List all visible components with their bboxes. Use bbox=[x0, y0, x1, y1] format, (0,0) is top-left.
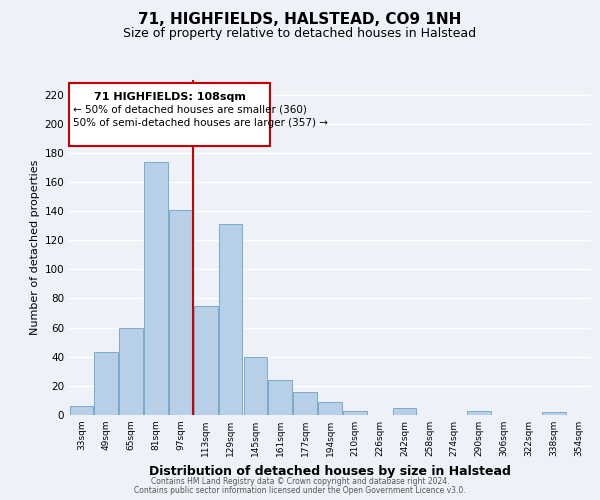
Y-axis label: Number of detached properties: Number of detached properties bbox=[30, 160, 40, 335]
Text: 71 HIGHFIELDS: 108sqm: 71 HIGHFIELDS: 108sqm bbox=[94, 92, 246, 102]
Bar bbox=[70, 406, 93, 415]
Text: Size of property relative to detached houses in Halstead: Size of property relative to detached ho… bbox=[124, 28, 476, 40]
FancyBboxPatch shape bbox=[70, 83, 271, 146]
Bar bbox=[318, 402, 342, 415]
Text: Contains HM Land Registry data © Crown copyright and database right 2024.: Contains HM Land Registry data © Crown c… bbox=[151, 477, 449, 486]
Text: Contains public sector information licensed under the Open Government Licence v3: Contains public sector information licen… bbox=[134, 486, 466, 495]
Text: 50% of semi-detached houses are larger (357) →: 50% of semi-detached houses are larger (… bbox=[73, 118, 328, 128]
Bar bbox=[169, 210, 193, 415]
Text: 71, HIGHFIELDS, HALSTEAD, CO9 1NH: 71, HIGHFIELDS, HALSTEAD, CO9 1NH bbox=[139, 12, 461, 28]
Bar bbox=[244, 356, 267, 415]
Bar bbox=[119, 328, 143, 415]
Bar bbox=[219, 224, 242, 415]
Bar bbox=[343, 410, 367, 415]
Bar bbox=[194, 306, 218, 415]
Text: ← 50% of detached houses are smaller (360): ← 50% of detached houses are smaller (36… bbox=[73, 105, 307, 115]
Bar bbox=[144, 162, 168, 415]
Bar bbox=[542, 412, 566, 415]
X-axis label: Distribution of detached houses by size in Halstead: Distribution of detached houses by size … bbox=[149, 464, 511, 477]
Bar bbox=[393, 408, 416, 415]
Bar bbox=[268, 380, 292, 415]
Bar bbox=[293, 392, 317, 415]
Bar bbox=[467, 410, 491, 415]
Bar bbox=[94, 352, 118, 415]
